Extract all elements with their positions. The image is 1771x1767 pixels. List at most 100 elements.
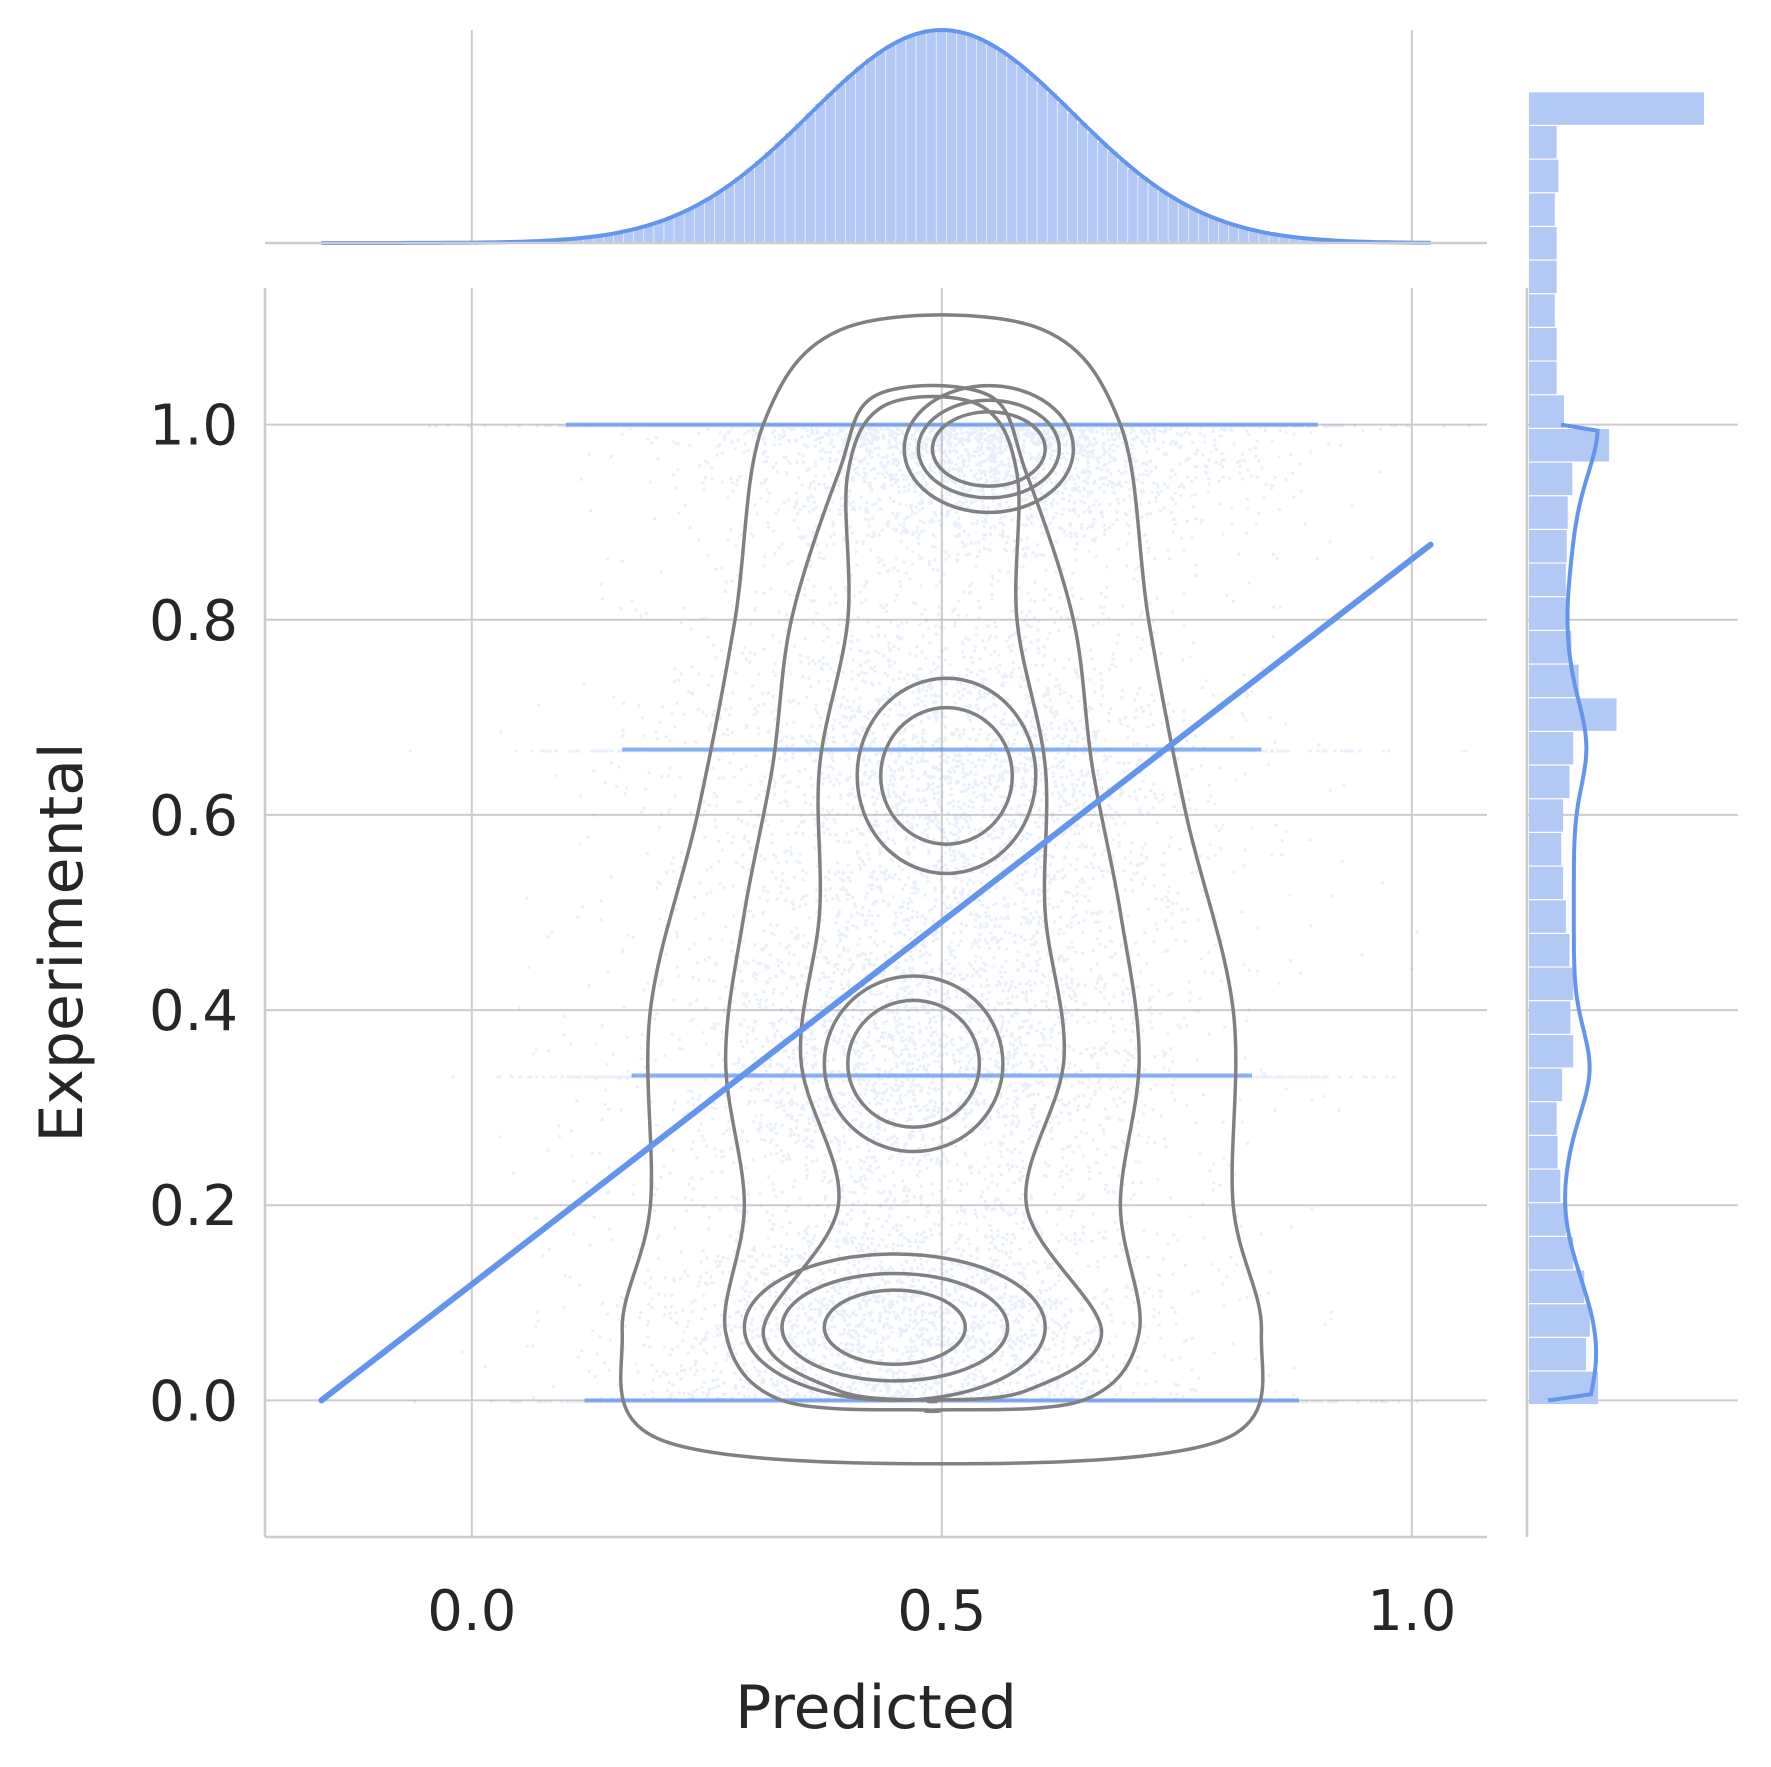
top-histogram-bar bbox=[775, 142, 785, 243]
top-histogram-bar bbox=[1037, 83, 1047, 243]
right-histogram-bar bbox=[1529, 328, 1557, 361]
top-histogram-bar bbox=[785, 133, 795, 243]
right-histogram-bar bbox=[1529, 1068, 1563, 1102]
top-histogram-bar bbox=[724, 184, 735, 243]
y-tick-label: 0.8 bbox=[149, 589, 238, 654]
top-histogram-bar bbox=[1218, 221, 1229, 243]
kde-contour-peak-bottom bbox=[822, 1288, 968, 1367]
right-marginal-histogram bbox=[1529, 92, 1704, 1405]
top-histogram-bar bbox=[1118, 160, 1128, 243]
top-histogram-bar bbox=[997, 51, 1007, 243]
x-tick-labels: 0.0 0.5 1.0 bbox=[427, 1579, 1456, 1644]
right-histogram-bar bbox=[1529, 1034, 1574, 1068]
top-histogram-bar bbox=[976, 39, 987, 243]
top-histogram-bar bbox=[1107, 151, 1118, 243]
kde-contour-peak-upper-mid bbox=[855, 676, 1038, 876]
right-histogram-bar bbox=[1529, 496, 1568, 529]
top-histogram-bar bbox=[1027, 74, 1037, 243]
top-histogram-bar bbox=[1017, 66, 1027, 243]
top-histogram-bar bbox=[845, 75, 856, 243]
right-histogram-bar bbox=[1529, 630, 1572, 664]
x-axis-label: Predicted bbox=[735, 1673, 1017, 1743]
kde-contour-outer bbox=[619, 313, 1265, 1466]
top-histogram-bar bbox=[986, 44, 997, 244]
y-tick-label: 1.0 bbox=[149, 394, 238, 459]
top-histogram-bar bbox=[1188, 208, 1199, 243]
right-histogram-bar bbox=[1529, 92, 1704, 125]
top-histogram-bar bbox=[865, 58, 876, 243]
top-histogram-bar bbox=[946, 30, 957, 243]
top-histogram-bar bbox=[1077, 122, 1088, 243]
top-histogram-bar bbox=[754, 160, 765, 243]
top-histogram-bar bbox=[644, 225, 654, 243]
kde-contour-peak-lower-mid bbox=[846, 998, 982, 1129]
right-histogram-bar bbox=[1529, 1236, 1574, 1270]
right-histogram-bar bbox=[1529, 1337, 1587, 1371]
right-histogram-bar bbox=[1529, 900, 1566, 933]
right-histogram-bar bbox=[1529, 462, 1573, 496]
top-histogram-bar bbox=[734, 177, 745, 243]
top-histogram-bar bbox=[1239, 227, 1249, 243]
top-histogram-bar bbox=[906, 35, 916, 244]
top-histogram-bar bbox=[1228, 224, 1239, 243]
regression-line-group bbox=[318, 541, 1434, 1404]
right-histogram-bar bbox=[1529, 597, 1568, 630]
y-tick-labels: 0.0 0.2 0.4 0.6 0.8 1.0 bbox=[149, 394, 238, 1435]
top-histogram-bar bbox=[694, 203, 704, 243]
right-histogram-bar bbox=[1529, 765, 1570, 799]
top-histogram-bar bbox=[1138, 176, 1148, 243]
right-histogram-bar bbox=[1529, 563, 1566, 597]
top-histogram-bar bbox=[623, 230, 634, 243]
scatter-point-cloud bbox=[408, 424, 1471, 1404]
top-histogram-bar bbox=[1299, 238, 1309, 243]
x-tick-label: 0.0 bbox=[427, 1579, 516, 1644]
right-histogram-bar bbox=[1529, 1135, 1558, 1169]
main-grid bbox=[265, 288, 1487, 1537]
top-histogram-bar bbox=[896, 39, 906, 243]
top-histogram-bar bbox=[936, 30, 946, 244]
top-histogram-bar bbox=[1067, 113, 1078, 244]
right-histogram-bar bbox=[1529, 294, 1555, 327]
y-tick-label: 0.4 bbox=[149, 979, 238, 1044]
right-histogram-bar bbox=[1529, 866, 1564, 900]
right-histogram-bar bbox=[1529, 159, 1559, 193]
right-histogram-bar bbox=[1529, 1102, 1557, 1135]
top-histogram-bar bbox=[916, 32, 926, 243]
top-histogram-bar bbox=[583, 237, 594, 243]
right-kde-curve bbox=[1547, 422, 1600, 1403]
right-histogram-bar bbox=[1529, 227, 1557, 260]
top-histogram-bar bbox=[573, 238, 583, 243]
axes-spines bbox=[263, 241, 1529, 1539]
top-histogram-bar bbox=[654, 221, 664, 243]
right-histogram-bar bbox=[1529, 260, 1557, 294]
top-histogram-bar bbox=[1158, 191, 1168, 243]
right-histogram-bar bbox=[1529, 1169, 1561, 1203]
kde-contour-level-3 bbox=[761, 394, 1104, 1404]
right-histogram-bar bbox=[1529, 1001, 1571, 1034]
top-histogram-bar bbox=[876, 51, 886, 243]
regression-line bbox=[318, 541, 1434, 1404]
top-histogram-bar bbox=[1168, 197, 1178, 243]
top-histogram-bar bbox=[1097, 142, 1108, 243]
top-histogram-bar bbox=[744, 169, 755, 243]
right-histogram-bar bbox=[1529, 933, 1570, 967]
top-histogram-bar bbox=[1128, 168, 1138, 243]
top-marginal-histogram bbox=[321, 27, 1431, 245]
kde-contour-peak-top bbox=[930, 410, 1047, 488]
x-tick-label: 1.0 bbox=[1367, 1579, 1456, 1644]
top-histogram-bar bbox=[593, 235, 604, 243]
right-histogram-bar bbox=[1529, 698, 1617, 731]
right-histogram-bar bbox=[1529, 361, 1557, 395]
top-histogram-bar bbox=[714, 191, 725, 243]
top-histogram-bar bbox=[1269, 234, 1279, 243]
top-histogram-bar bbox=[1208, 217, 1219, 243]
top-histogram-bar bbox=[825, 93, 836, 244]
top-histogram-bar bbox=[1007, 58, 1017, 244]
top-histogram-bar bbox=[815, 103, 825, 243]
kde-contour-peak-top bbox=[916, 398, 1062, 500]
top-histogram-bar bbox=[684, 209, 694, 243]
top-histogram-bar bbox=[966, 35, 977, 244]
top-histogram-bar bbox=[1087, 132, 1098, 243]
top-histogram-bar bbox=[664, 218, 674, 243]
